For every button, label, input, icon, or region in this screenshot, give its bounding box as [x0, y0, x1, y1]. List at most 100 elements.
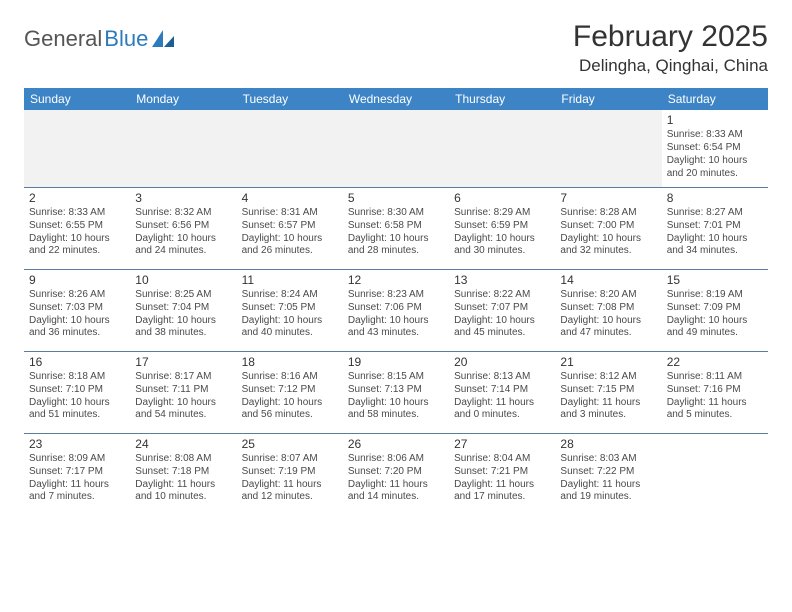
sunset-line: Sunset: 7:18 PM [135, 466, 231, 479]
logo-word-general: General [24, 26, 102, 52]
day-number: 28 [560, 437, 656, 452]
calendar-cell: 22Sunrise: 8:11 AMSunset: 7:16 PMDayligh… [662, 351, 768, 433]
sunrise-line: Sunrise: 8:26 AM [29, 289, 125, 302]
sunrise-line: Sunrise: 8:07 AM [242, 453, 338, 466]
sunrise-line: Sunrise: 8:23 AM [348, 289, 444, 302]
day-number: 25 [242, 437, 338, 452]
sunset-line: Sunset: 7:21 PM [454, 466, 550, 479]
calendar-cell: 20Sunrise: 8:13 AMSunset: 7:14 PMDayligh… [449, 351, 555, 433]
daylight-line: Daylight: 10 hours and 40 minutes. [242, 315, 338, 341]
day-number: 19 [348, 355, 444, 370]
calendar-body: 1Sunrise: 8:33 AMSunset: 6:54 PMDaylight… [24, 110, 768, 515]
calendar-head: SundayMondayTuesdayWednesdayThursdayFrid… [24, 88, 768, 110]
day-number: 2 [29, 191, 125, 206]
daylight-line: Daylight: 11 hours and 5 minutes. [667, 397, 763, 423]
sunset-line: Sunset: 7:00 PM [560, 220, 656, 233]
calendar-cell: 23Sunrise: 8:09 AMSunset: 7:17 PMDayligh… [24, 433, 130, 515]
daylight-line: Daylight: 10 hours and 45 minutes. [454, 315, 550, 341]
daylight-line: Daylight: 10 hours and 24 minutes. [135, 233, 231, 259]
title-block: February 2025 Delingha, Qinghai, China [573, 20, 768, 76]
sunrise-line: Sunrise: 8:06 AM [348, 453, 444, 466]
calendar-cell: 5Sunrise: 8:30 AMSunset: 6:58 PMDaylight… [343, 187, 449, 269]
calendar-cell [237, 110, 343, 187]
weekday-header: Thursday [449, 88, 555, 110]
calendar-cell [24, 110, 130, 187]
sunrise-line: Sunrise: 8:11 AM [667, 371, 763, 384]
calendar-cell: 12Sunrise: 8:23 AMSunset: 7:06 PMDayligh… [343, 269, 449, 351]
weekday-header: Sunday [24, 88, 130, 110]
calendar-cell: 17Sunrise: 8:17 AMSunset: 7:11 PMDayligh… [130, 351, 236, 433]
calendar-cell: 2Sunrise: 8:33 AMSunset: 6:55 PMDaylight… [24, 187, 130, 269]
calendar-cell [662, 433, 768, 515]
calendar-cell: 9Sunrise: 8:26 AMSunset: 7:03 PMDaylight… [24, 269, 130, 351]
day-number: 22 [667, 355, 763, 370]
day-number: 13 [454, 273, 550, 288]
sunset-line: Sunset: 6:57 PM [242, 220, 338, 233]
calendar-cell [449, 110, 555, 187]
day-number: 12 [348, 273, 444, 288]
sunset-line: Sunset: 7:19 PM [242, 466, 338, 479]
calendar-cell: 1Sunrise: 8:33 AMSunset: 6:54 PMDaylight… [662, 110, 768, 187]
calendar-cell: 15Sunrise: 8:19 AMSunset: 7:09 PMDayligh… [662, 269, 768, 351]
day-number: 26 [348, 437, 444, 452]
calendar-cell: 3Sunrise: 8:32 AMSunset: 6:56 PMDaylight… [130, 187, 236, 269]
sunrise-line: Sunrise: 8:16 AM [242, 371, 338, 384]
daylight-line: Daylight: 11 hours and 3 minutes. [560, 397, 656, 423]
daylight-line: Daylight: 11 hours and 14 minutes. [348, 479, 444, 505]
sunrise-line: Sunrise: 8:03 AM [560, 453, 656, 466]
sunset-line: Sunset: 7:03 PM [29, 302, 125, 315]
daylight-line: Daylight: 11 hours and 0 minutes. [454, 397, 550, 423]
daylight-line: Daylight: 10 hours and 43 minutes. [348, 315, 444, 341]
daylight-line: Daylight: 10 hours and 49 minutes. [667, 315, 763, 341]
day-number: 18 [242, 355, 338, 370]
daylight-line: Daylight: 10 hours and 56 minutes. [242, 397, 338, 423]
sunrise-line: Sunrise: 8:32 AM [135, 207, 231, 220]
calendar-cell: 16Sunrise: 8:18 AMSunset: 7:10 PMDayligh… [24, 351, 130, 433]
month-title: February 2025 [573, 20, 768, 54]
calendar-cell: 24Sunrise: 8:08 AMSunset: 7:18 PMDayligh… [130, 433, 236, 515]
calendar-cell: 8Sunrise: 8:27 AMSunset: 7:01 PMDaylight… [662, 187, 768, 269]
weekday-header: Tuesday [237, 88, 343, 110]
location-subtitle: Delingha, Qinghai, China [573, 56, 768, 76]
sunrise-line: Sunrise: 8:09 AM [29, 453, 125, 466]
sunset-line: Sunset: 6:56 PM [135, 220, 231, 233]
daylight-line: Daylight: 11 hours and 7 minutes. [29, 479, 125, 505]
calendar-cell: 25Sunrise: 8:07 AMSunset: 7:19 PMDayligh… [237, 433, 343, 515]
calendar-cell [343, 110, 449, 187]
weekday-header: Wednesday [343, 88, 449, 110]
day-number: 23 [29, 437, 125, 452]
daylight-line: Daylight: 10 hours and 32 minutes. [560, 233, 656, 259]
daylight-line: Daylight: 10 hours and 30 minutes. [454, 233, 550, 259]
calendar-cell: 19Sunrise: 8:15 AMSunset: 7:13 PMDayligh… [343, 351, 449, 433]
sunrise-line: Sunrise: 8:33 AM [667, 129, 763, 142]
calendar-cell: 4Sunrise: 8:31 AMSunset: 6:57 PMDaylight… [237, 187, 343, 269]
sunrise-line: Sunrise: 8:24 AM [242, 289, 338, 302]
calendar-week-row: 9Sunrise: 8:26 AMSunset: 7:03 PM Daylight… [24, 269, 768, 351]
sunrise-line: Sunrise: 8:25 AM [135, 289, 231, 302]
sunset-line: Sunset: 7:06 PM [348, 302, 444, 315]
sunset-line: Sunset: 7:20 PM [348, 466, 444, 479]
sunrise-line: Sunrise: 8:31 AM [242, 207, 338, 220]
daylight-line: Daylight: 10 hours and 20 minutes. [667, 155, 763, 181]
day-number: 5 [348, 191, 444, 206]
day-number: 9 [29, 273, 125, 288]
sunset-line: Sunset: 7:22 PM [560, 466, 656, 479]
brand-logo: General Blue [24, 26, 174, 52]
sunset-line: Sunset: 7:16 PM [667, 384, 763, 397]
sunset-line: Sunset: 7:17 PM [29, 466, 125, 479]
sunrise-line: Sunrise: 8:17 AM [135, 371, 231, 384]
calendar-cell: 11Sunrise: 8:24 AMSunset: 7:05 PMDayligh… [237, 269, 343, 351]
daylight-line: Daylight: 10 hours and 58 minutes. [348, 397, 444, 423]
weekday-header: Saturday [662, 88, 768, 110]
daylight-line: Daylight: 11 hours and 19 minutes. [560, 479, 656, 505]
calendar-cell: 26Sunrise: 8:06 AMSunset: 7:20 PMDayligh… [343, 433, 449, 515]
weekday-header: Friday [555, 88, 661, 110]
day-number: 24 [135, 437, 231, 452]
sunset-line: Sunset: 7:13 PM [348, 384, 444, 397]
day-number: 27 [454, 437, 550, 452]
calendar-cell: 14Sunrise: 8:20 AMSunset: 7:08 PMDayligh… [555, 269, 661, 351]
calendar-week-row: 1Sunrise: 8:33 AMSunset: 6:54 PMDaylight… [24, 110, 768, 187]
sunrise-line: Sunrise: 8:15 AM [348, 371, 444, 384]
day-number: 3 [135, 191, 231, 206]
calendar-cell [130, 110, 236, 187]
